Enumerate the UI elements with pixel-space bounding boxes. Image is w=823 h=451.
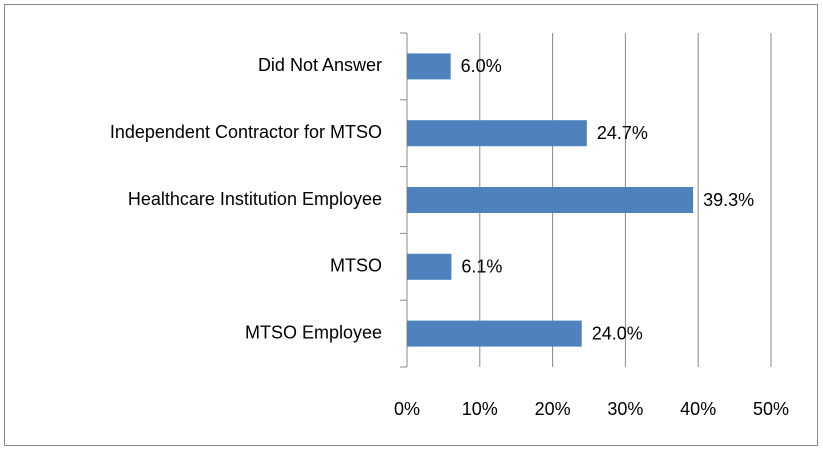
x-tick-label: 50% xyxy=(753,399,789,419)
y-tick-label: MTSO Employee xyxy=(245,322,382,342)
bar xyxy=(407,120,587,147)
bar xyxy=(407,187,694,213)
value-label: 6.1% xyxy=(461,257,502,277)
x-tick-label: 20% xyxy=(535,399,571,419)
y-tick-label: Did Not Answer xyxy=(258,55,382,75)
x-tick-label: 40% xyxy=(680,399,716,419)
bar xyxy=(407,253,452,280)
value-label: 24.7% xyxy=(597,123,648,143)
y-tick-label: MTSO xyxy=(330,256,382,276)
value-label: 39.3% xyxy=(703,190,754,210)
bar xyxy=(407,53,451,80)
value-label: 24.0% xyxy=(592,323,643,343)
bar xyxy=(407,320,582,347)
x-tick-label: 30% xyxy=(607,399,643,419)
value-label: 6.0% xyxy=(461,56,502,76)
y-tick-label: Healthcare Institution Employee xyxy=(128,189,382,209)
x-tick-label: 0% xyxy=(394,399,420,419)
x-tick-label: 10% xyxy=(462,399,498,419)
y-tick-label: Independent Contractor for MTSO xyxy=(110,122,382,142)
